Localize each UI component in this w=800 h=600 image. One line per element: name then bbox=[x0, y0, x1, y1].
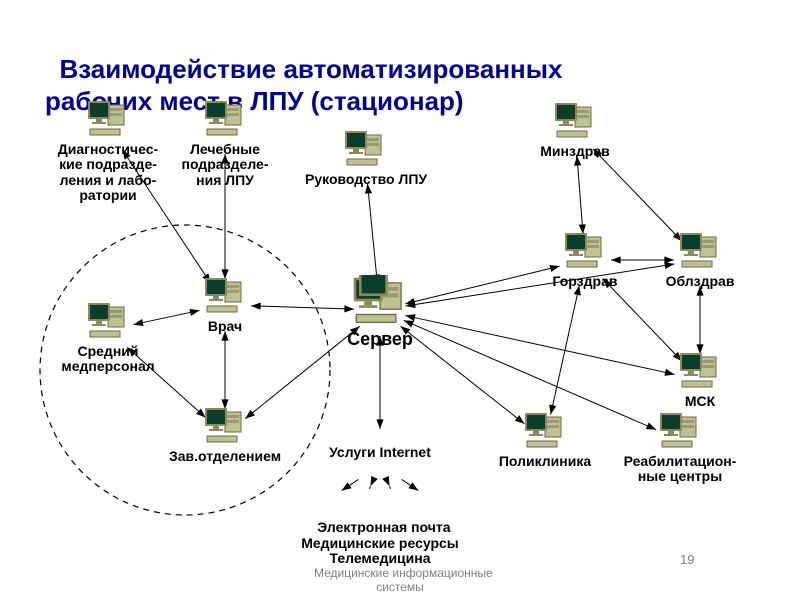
footer-center-text: Медицинские информационные системы bbox=[314, 566, 493, 594]
edge bbox=[376, 336, 383, 429]
edge bbox=[342, 479, 359, 490]
node-label-head: Зав.отделением bbox=[165, 449, 285, 464]
computer-icon bbox=[203, 276, 247, 314]
node-rehab: Реабилитацион- ные центры bbox=[620, 411, 740, 485]
page-number: 19 bbox=[680, 552, 694, 567]
node-label-internet: Услуги Internet bbox=[320, 445, 440, 460]
node-mgmt: Руководство ЛПУ bbox=[305, 129, 425, 187]
node-label-minzdrav: Минздрав bbox=[515, 144, 635, 159]
footer-center: Медицинские информационные системы bbox=[280, 552, 520, 594]
node-doctor: Врач bbox=[165, 276, 285, 334]
node-head: Зав.отделением bbox=[165, 406, 285, 464]
computer-icon bbox=[563, 231, 607, 269]
node-nurse: Средний медперсонал bbox=[48, 301, 168, 375]
computer-icon bbox=[678, 351, 722, 389]
computer-icon bbox=[86, 301, 130, 339]
edge bbox=[696, 286, 703, 354]
page-number-text: 19 bbox=[680, 552, 694, 567]
edge bbox=[382, 476, 390, 489]
computer-icon bbox=[343, 129, 387, 167]
edge bbox=[369, 476, 377, 489]
node-label-nurse: Средний медперсонал bbox=[48, 344, 168, 375]
node-label-polyclinic: Поликлиника bbox=[485, 454, 605, 469]
computer-icon bbox=[203, 406, 247, 444]
edge bbox=[574, 156, 586, 234]
node-label-rehab: Реабилитацион- ные центры bbox=[620, 454, 740, 485]
edge bbox=[365, 184, 380, 284]
node-label-doctor: Врач bbox=[165, 319, 285, 334]
node-label-treat: Лечебные подразделе- ния ЛПУ bbox=[165, 142, 285, 188]
computer-icon bbox=[678, 231, 722, 269]
computer-icon bbox=[553, 101, 597, 139]
computer-icon bbox=[350, 275, 410, 325]
edge bbox=[221, 331, 228, 409]
node-label-oblzdrav: Облздрав bbox=[640, 274, 760, 289]
node-polyclinic: Поликлиника bbox=[485, 411, 605, 469]
edge bbox=[603, 279, 682, 361]
node-label-gorzdrav: Горздрав bbox=[525, 274, 645, 289]
node-label-server: Сервер bbox=[320, 330, 440, 350]
node-server: Сервер bbox=[320, 275, 440, 350]
node-gorzdrav: Горздрав bbox=[525, 231, 645, 289]
computer-icon bbox=[203, 99, 247, 137]
node-oblzdrav: Облздрав bbox=[640, 231, 760, 289]
node-label-msk: МСК bbox=[640, 394, 760, 409]
edge bbox=[549, 285, 581, 414]
computer-icon bbox=[523, 411, 567, 449]
edge bbox=[593, 149, 682, 242]
node-treat: Лечебные подразделе- ния ЛПУ bbox=[165, 99, 285, 188]
node-label-diag: Диагностичес- кие подразде- ления и лабо… bbox=[48, 142, 168, 204]
node-diag: Диагностичес- кие подразде- ления и лабо… bbox=[48, 99, 168, 204]
computer-icon bbox=[86, 99, 130, 137]
node-internet: Услуги Internet bbox=[320, 445, 440, 460]
node-label-mgmt: Руководство ЛПУ bbox=[305, 172, 425, 187]
computer-icon bbox=[658, 411, 702, 449]
edge bbox=[402, 479, 419, 490]
node-minzdrav: Минздрав bbox=[515, 101, 635, 159]
node-msk: МСК bbox=[640, 351, 760, 409]
edge bbox=[405, 314, 674, 376]
